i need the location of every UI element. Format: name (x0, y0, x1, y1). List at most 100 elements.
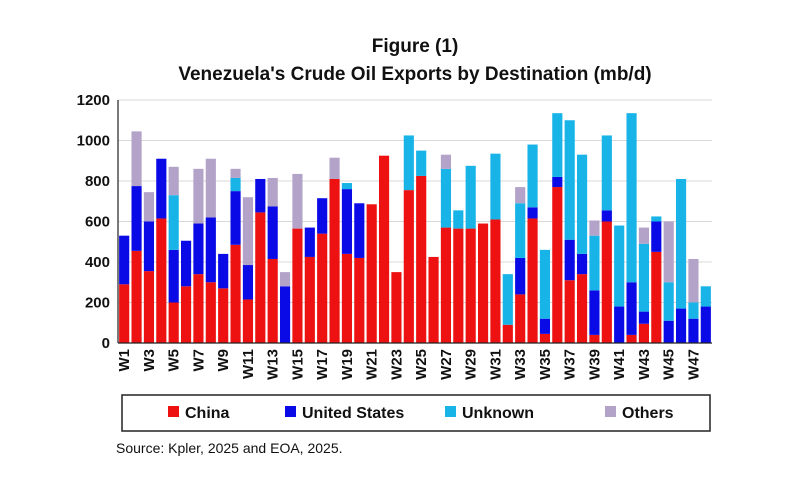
bar-others (688, 258, 699, 303)
x-tick-label: W31 (487, 349, 504, 380)
bar-united-states (527, 207, 538, 219)
bar-china (378, 155, 390, 343)
bar-china (242, 299, 254, 343)
y-tick-label: 200 (85, 295, 110, 312)
bar-unknown (700, 286, 711, 307)
legend-swatch-others (605, 406, 616, 417)
bar-others (242, 197, 254, 266)
bar-china (329, 178, 340, 343)
bar-others (515, 187, 526, 204)
bar-united-states (700, 306, 711, 343)
bar-unknown (564, 120, 575, 240)
bar-united-states (675, 308, 687, 343)
bar-others (131, 131, 142, 187)
bar-others (230, 168, 241, 178)
x-tick-label: W45 (661, 349, 678, 380)
bar-unknown (440, 168, 452, 228)
bar-china (552, 187, 563, 343)
bar-others (663, 221, 674, 283)
legend-swatch-united-states (285, 406, 296, 417)
chart-title-line2: Venezuela's Crude Oil Exports by Destina… (178, 64, 651, 85)
x-tick-label: W33 (512, 349, 529, 380)
bar-china (341, 253, 353, 343)
bar-unknown (601, 135, 612, 211)
bar-unknown (638, 243, 650, 312)
bar-unknown (168, 195, 179, 250)
bar-china (218, 288, 229, 343)
bar-united-states (601, 210, 612, 222)
bar-united-states (119, 235, 130, 285)
source-note: Source: Kpler, 2025 and EOA, 2025. (116, 440, 343, 456)
bar-united-states (131, 186, 142, 251)
x-tick-label: W9 (215, 349, 232, 372)
bar-china (205, 282, 216, 343)
x-tick-label: W7 (190, 349, 207, 372)
x-tick-label: W47 (685, 349, 702, 380)
bar-others (143, 192, 155, 222)
bar-china (168, 302, 179, 343)
bar-others (205, 158, 216, 218)
bar-united-states (576, 253, 588, 275)
legend-label-unknown: Unknown (462, 405, 534, 422)
bar-unknown (589, 235, 600, 291)
bar-china (156, 218, 167, 343)
bar-unknown (576, 154, 588, 254)
x-tick-label: W41 (611, 349, 628, 380)
bar-china (416, 175, 427, 343)
bar-united-states (589, 290, 600, 335)
bar-china (354, 257, 365, 343)
bar-china (564, 280, 575, 343)
bar-united-states (156, 158, 167, 219)
bar-china (366, 204, 377, 343)
x-tick-label: W5 (166, 349, 183, 372)
bar-united-states (205, 217, 216, 283)
bar-china (143, 271, 155, 343)
bar-united-states (255, 178, 266, 213)
bar-china (255, 212, 266, 343)
bar-united-states (168, 249, 179, 303)
bar-unknown (341, 183, 353, 190)
x-tick-label: W19 (339, 349, 356, 380)
bar-united-states (218, 253, 229, 289)
bar-unknown (515, 203, 526, 258)
x-tick-label: W37 (562, 349, 579, 380)
bar-unknown (453, 210, 464, 229)
bar-unknown (614, 225, 625, 307)
bar-unknown (626, 113, 637, 283)
bar-unknown (539, 249, 551, 319)
bar-others (638, 227, 650, 244)
bar-unknown (651, 216, 662, 222)
bar-united-states (304, 227, 315, 257)
bar-others (329, 157, 340, 179)
bar-china (477, 223, 489, 343)
bar-china (131, 250, 142, 343)
bar-china (403, 190, 414, 343)
bar-others (279, 272, 291, 287)
bar-china (230, 244, 241, 343)
bar-others (440, 154, 452, 169)
bar-unknown (230, 177, 241, 192)
bar-united-states (279, 286, 291, 343)
bar-china (626, 334, 637, 343)
y-tick-label: 0 (102, 335, 110, 352)
legend-label-others: Others (622, 405, 674, 422)
bar-china (453, 228, 464, 343)
bar-united-states (341, 189, 353, 254)
legend: China United States Unknown Others (168, 405, 674, 422)
x-tick-label: W27 (438, 349, 455, 380)
bar-china (539, 333, 551, 343)
bar-unknown (663, 282, 674, 321)
bar-unknown (552, 113, 563, 177)
x-tick-label: W21 (364, 349, 381, 380)
y-tick-label: 1000 (77, 133, 110, 150)
x-tick-label: W3 (141, 349, 158, 372)
bar-united-states (242, 265, 254, 300)
bar-others (589, 220, 600, 236)
bar-united-states (143, 221, 155, 272)
bar-unknown (490, 153, 501, 220)
y-axis-ticks: 0 200 400 600 800 1000 1200 (77, 92, 110, 352)
y-tick-label: 600 (85, 214, 110, 231)
bar-others (193, 168, 204, 224)
bar-others (267, 177, 278, 207)
